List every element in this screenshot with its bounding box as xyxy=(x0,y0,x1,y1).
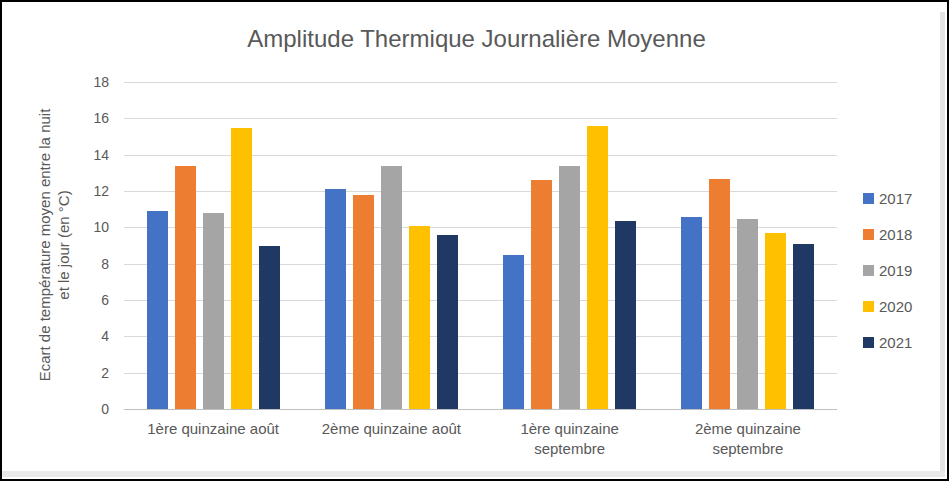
bar-group xyxy=(302,82,480,409)
chart-window: Amplitude Thermique Journalière Moyenne … xyxy=(0,0,949,481)
x-category-label: 1ère quinzaine août xyxy=(147,419,279,459)
bar-2021 xyxy=(615,221,636,409)
sheet-edge-bottom xyxy=(2,471,945,477)
x-axis-labels: 1ère quinzaine août 2ème quinzaine août 1è… xyxy=(124,419,837,459)
legend-label: 2017 xyxy=(879,190,912,207)
chart-title: Amplitude Thermique Journalière Moyenne xyxy=(2,24,949,54)
x-axis-label-cell: 1ère quinzaine août xyxy=(124,419,302,459)
legend-item-2021: 2021 xyxy=(863,324,912,360)
x-axis-line xyxy=(124,409,837,410)
y-tick-label: 0 xyxy=(62,401,109,417)
legend-swatch-icon xyxy=(863,337,874,348)
bar-2019 xyxy=(737,219,758,409)
legend-swatch-icon xyxy=(863,301,874,312)
bar-2019 xyxy=(381,166,402,409)
legend-item-2019: 2019 xyxy=(863,252,912,288)
legend-label: 2018 xyxy=(879,226,912,243)
y-axis-tick-labels: 181614121086420 xyxy=(62,82,109,409)
legend: 2017 2018 2019 2020 2021 xyxy=(863,180,912,360)
bar-2017 xyxy=(681,217,702,409)
legend-label: 2019 xyxy=(879,262,912,279)
bar-2017 xyxy=(325,189,346,409)
legend-item-2018: 2018 xyxy=(863,216,912,252)
bar-2020 xyxy=(765,233,786,409)
y-tick-label: 18 xyxy=(62,74,109,90)
bar-2018 xyxy=(175,166,196,409)
bar-2017 xyxy=(503,255,524,409)
bar-2018 xyxy=(709,179,730,409)
legend-swatch-icon xyxy=(863,229,874,240)
y-tick-label: 2 xyxy=(62,365,109,381)
y-tick-label: 8 xyxy=(62,256,109,272)
plot-area xyxy=(124,82,837,409)
legend-item-2017: 2017 xyxy=(863,180,912,216)
y-tick-label: 14 xyxy=(62,147,109,163)
bar-2018 xyxy=(531,180,552,409)
bar-group xyxy=(659,82,837,409)
legend-label: 2020 xyxy=(879,298,912,315)
legend-swatch-icon xyxy=(863,265,874,276)
y-tick-label: 6 xyxy=(62,292,109,308)
sheet-edge-right xyxy=(940,12,945,476)
bar-2019 xyxy=(559,166,580,409)
bar-group xyxy=(124,82,302,409)
x-axis-label-cell: 2ème quinzaine septembre xyxy=(659,419,837,459)
x-category-label: 1ère quinzaine septembre xyxy=(492,419,647,459)
bar-2020 xyxy=(231,128,252,409)
bar-group xyxy=(481,82,659,409)
x-axis-label-cell: 1ère quinzaine septembre xyxy=(481,419,659,459)
y-tick-label: 12 xyxy=(62,183,109,199)
legend-label: 2021 xyxy=(879,334,912,351)
x-category-label: 2ème quinzaine septembre xyxy=(670,419,825,459)
bar-2018 xyxy=(353,195,374,409)
y-tick-label: 16 xyxy=(62,110,109,126)
legend-item-2020: 2020 xyxy=(863,288,912,324)
bar-2017 xyxy=(147,211,168,409)
bar-2021 xyxy=(259,246,280,410)
bar-2020 xyxy=(587,126,608,409)
x-axis-label-cell: 2ème quinzaine août xyxy=(302,419,480,459)
bar-2020 xyxy=(409,226,430,409)
bar-2021 xyxy=(437,235,458,409)
bar-2019 xyxy=(203,213,224,409)
x-category-label: 2ème quinzaine août xyxy=(322,419,461,459)
y-tick-label: 4 xyxy=(62,328,109,344)
y-tick-label: 10 xyxy=(62,219,109,235)
legend-swatch-icon xyxy=(863,193,874,204)
bar-2021 xyxy=(793,244,814,409)
